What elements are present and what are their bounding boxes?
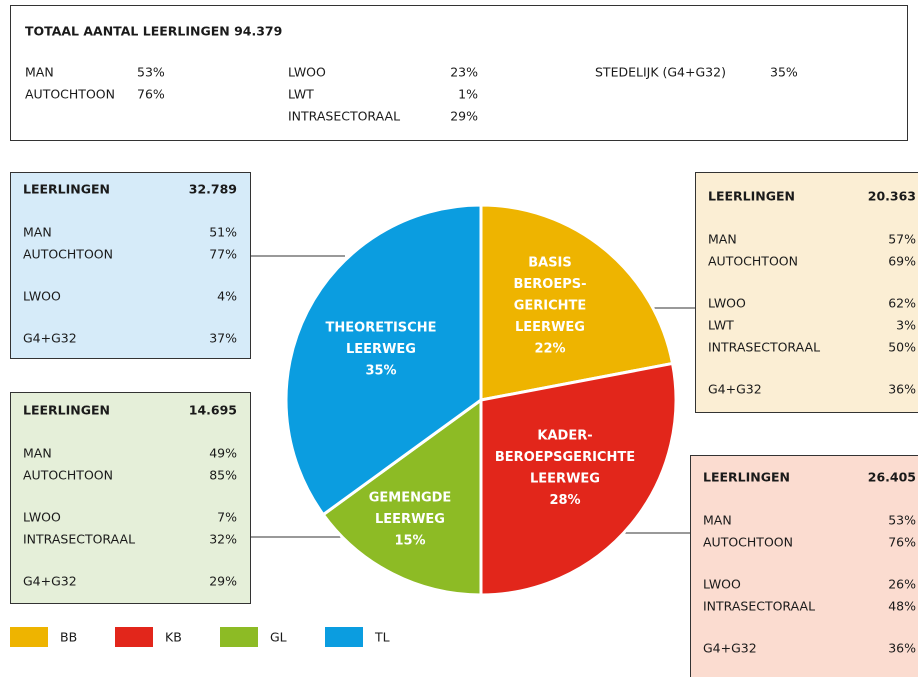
panel-value: 37% — [209, 331, 237, 346]
slice-label: GERICHTE — [514, 299, 587, 314]
slice-label: BEROEPSGERICHTE — [495, 450, 635, 465]
panel-header-value: 20.363 — [868, 189, 916, 204]
panel-value: 76% — [888, 535, 916, 550]
panel-value: 7% — [217, 510, 237, 525]
panel-box — [10, 392, 251, 604]
panel-value: 36% — [888, 382, 916, 397]
legend-label: KB — [165, 630, 182, 645]
slice-label: BEROEPS- — [513, 277, 586, 292]
panel-label: G4+G32 — [23, 331, 77, 346]
panel-value: 51% — [209, 225, 237, 240]
panel-value: 69% — [888, 254, 916, 269]
summary-box — [10, 5, 908, 141]
panel-box — [690, 455, 918, 677]
pie-slice — [284, 203, 483, 517]
panel-value: 48% — [888, 599, 916, 614]
summary-value: 23% — [450, 65, 478, 80]
summary-label: MAN — [25, 65, 54, 80]
panel-value: 32% — [209, 532, 237, 547]
panel-value: 3% — [896, 318, 916, 333]
slice-label: LEERWEG — [515, 320, 585, 335]
summary-value: 53% — [137, 65, 165, 80]
slice-label: KADER- — [537, 429, 592, 444]
summary-value: 76% — [137, 87, 165, 102]
panel-value: 77% — [209, 247, 237, 262]
panel-value: 57% — [888, 232, 916, 247]
summary-title: TOTAAL AANTAL LEERLINGEN 94.379 — [25, 24, 282, 39]
summary-label: LWT — [288, 87, 314, 102]
slice-value: 35% — [365, 364, 396, 379]
panel-header-value: 32.789 — [189, 182, 237, 197]
legend-label: TL — [374, 630, 390, 645]
slice-label: LEERWEG — [530, 472, 600, 487]
panel-header-value: 26.405 — [868, 470, 916, 485]
panel-value: 26% — [888, 577, 916, 592]
panel-label: LWOO — [703, 577, 741, 592]
slice-label: GEMENGDE — [369, 491, 452, 506]
slice-value: 28% — [549, 493, 580, 508]
panel-value: 49% — [209, 446, 237, 461]
slice-label: BASIS — [528, 256, 572, 271]
panel-header-value: 14.695 — [189, 403, 237, 418]
panel-label: LWOO — [23, 289, 61, 304]
panel-header-label: LEERLINGEN — [23, 182, 110, 197]
panel-label: G4+G32 — [708, 382, 762, 397]
legend-swatch — [10, 627, 48, 647]
slice-label: LEERWEG — [375, 512, 445, 527]
summary-label: AUTOCHTOON — [25, 87, 115, 102]
summary-value: 1% — [458, 87, 478, 102]
summary-value: 29% — [450, 109, 478, 124]
panel-header-label: LEERLINGEN — [703, 470, 790, 485]
slice-value: 15% — [394, 534, 425, 549]
panel-label: G4+G32 — [703, 641, 757, 656]
panel-label: AUTOCHTOON — [23, 468, 113, 483]
panel-value: 29% — [209, 574, 237, 589]
legend-swatch — [325, 627, 363, 647]
legend-label: BB — [60, 630, 77, 645]
panel-value: 36% — [888, 641, 916, 656]
panel-box — [10, 172, 251, 359]
legend-swatch — [115, 627, 153, 647]
legend-label: GL — [270, 630, 287, 645]
panel-label: LWT — [708, 318, 734, 333]
panel-label: AUTOCHTOON — [703, 535, 793, 550]
panel-header-label: LEERLINGEN — [708, 189, 795, 204]
slice-label: LEERWEG — [346, 342, 416, 357]
pie-slice — [479, 203, 675, 402]
panel-value: 50% — [888, 340, 916, 355]
slice-value: 22% — [534, 342, 565, 357]
panel-label: AUTOCHTOON — [23, 247, 113, 262]
summary-label: STEDELIJK (G4+G32) — [595, 65, 726, 80]
panel-label: INTRASECTORAAL — [708, 340, 820, 355]
panel-label: LWOO — [708, 296, 746, 311]
panel-value: 85% — [209, 468, 237, 483]
panel-value: 53% — [888, 513, 916, 528]
panel-label: G4+G32 — [23, 574, 77, 589]
summary-label: LWOO — [288, 65, 326, 80]
panel-label: INTRASECTORAAL — [23, 532, 135, 547]
panel-value: 4% — [217, 289, 237, 304]
panel-label: AUTOCHTOON — [708, 254, 798, 269]
pie-slice — [479, 361, 678, 597]
slice-label: THEORETISCHE — [326, 321, 437, 336]
panel-header-label: LEERLINGEN — [23, 403, 110, 418]
panel-label: MAN — [23, 225, 52, 240]
panel-value: 62% — [888, 296, 916, 311]
panel-label: MAN — [23, 446, 52, 461]
summary-value: 35% — [770, 65, 798, 80]
panel-label: MAN — [703, 513, 732, 528]
panel-label: LWOO — [23, 510, 61, 525]
pie-slice — [321, 397, 483, 597]
legend-swatch — [220, 627, 258, 647]
panel-box — [695, 172, 918, 413]
summary-label: INTRASECTORAAL — [288, 109, 400, 124]
panel-label: INTRASECTORAAL — [703, 599, 815, 614]
panel-label: MAN — [708, 232, 737, 247]
